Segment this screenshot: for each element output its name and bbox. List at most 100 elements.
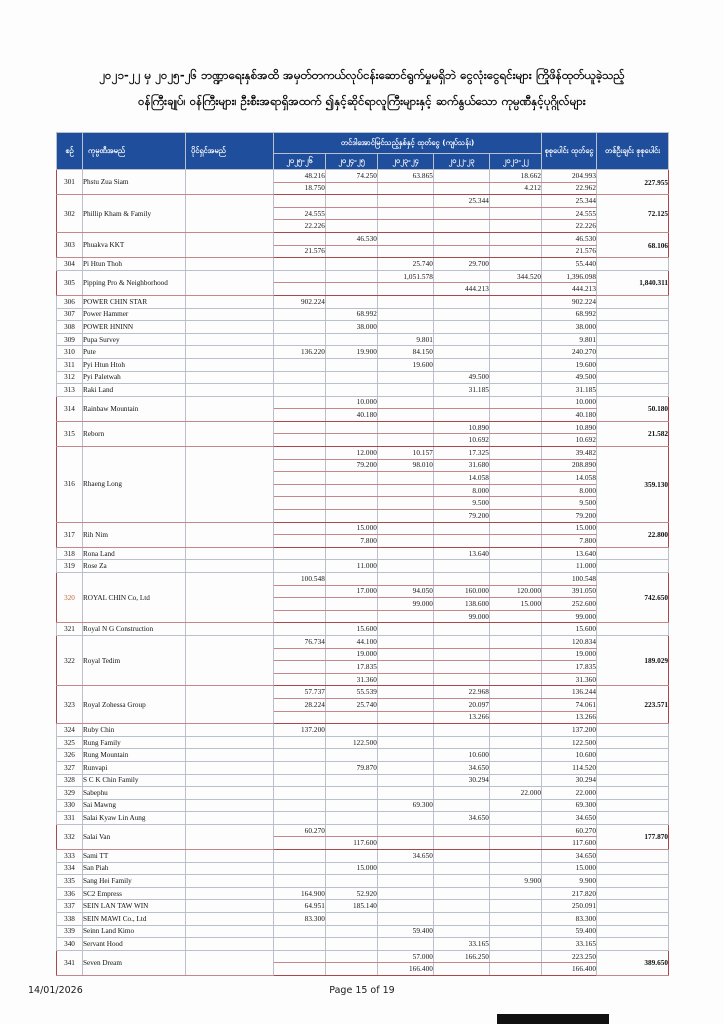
row-owner-name [185, 395, 274, 422]
cell-year-4 [488, 383, 543, 397]
row-serial-number: 329 [56, 786, 83, 800]
cell-line-total: 24.555 [541, 206, 598, 221]
cell-grand-total: 359.130 [596, 446, 670, 523]
cell-year-0 [273, 849, 326, 863]
cell-year-1 [325, 572, 378, 586]
cell-year-2 [377, 534, 434, 548]
table-row: 336 SC2 Empress 164.900 52.920 217.820 [56, 886, 670, 901]
cell-line-total: 122.500 [541, 735, 598, 750]
cell-year-2 [377, 395, 434, 410]
cell-year-4 [488, 496, 543, 511]
cell-year-1: 38.000 [325, 320, 378, 334]
cell-line-total: 19.000 [541, 647, 598, 662]
cell-year-4 [488, 811, 543, 825]
cell-year-3 [433, 735, 490, 750]
table-row: 334 San Piah 15.000 15.000 [56, 861, 670, 876]
cell-year-4 [488, 773, 543, 788]
title-line-2: ဝန်ကြီးချုပ်၊ ဝန်ကြီးများ၊ ဦးစီးအရာရှိအထ… [138, 94, 586, 108]
row-company-name: Pi Htun Thoh [82, 257, 186, 271]
cell-year-3: 17.325 [433, 446, 490, 460]
row-serial-number: 339 [56, 924, 83, 939]
cell-line-total: 8.000 [541, 483, 598, 498]
row-owner-name [185, 231, 274, 259]
row-serial-number: 327 [56, 760, 83, 775]
cell-line-total: 204.993 [541, 169, 598, 183]
cell-year-3 [433, 634, 490, 649]
cell-year-1: 68.992 [325, 307, 378, 322]
row-serial-number: 304 [56, 257, 83, 271]
row-serial-number: 322 [56, 634, 83, 687]
cell-year-2: 98.010 [377, 458, 434, 473]
col-header-year-2021-22: ၂၀၂၁-၂၂ [488, 153, 543, 170]
cell-grand-total: 189.029 [596, 634, 670, 687]
cell-year-2: 59.400 [377, 924, 434, 939]
row-serial-number: 319 [56, 559, 83, 573]
cell-grand-total: 72.125 [596, 194, 670, 233]
cell-year-1 [325, 609, 378, 624]
row-owner-name [185, 760, 274, 775]
cell-year-0: 22.226 [273, 219, 326, 233]
cell-line-total: 31.360 [541, 672, 598, 687]
cell-line-total: 13.266 [541, 710, 598, 725]
cell-line-total: 34.650 [541, 811, 598, 825]
cell-year-2 [377, 622, 434, 636]
cell-year-1: 46.530 [325, 231, 378, 246]
table-row: 333 Sami TT 34.650 34.650 [56, 849, 670, 863]
cell-line-total: 74.061 [541, 697, 598, 712]
cell-line-total: 69.300 [541, 798, 598, 813]
cell-year-2 [377, 433, 434, 448]
row-owner-name [185, 823, 274, 851]
footer-date: 14/01/2026 [28, 985, 83, 996]
row-company-name: Phstu Zua Siam [82, 168, 186, 196]
cell-line-total: 99.000 [541, 609, 598, 624]
cell-year-2: 9.801 [377, 332, 434, 347]
cell-grand-total [596, 786, 670, 800]
row-serial-number: 307 [56, 307, 83, 322]
cell-year-1 [325, 496, 378, 511]
cell-year-3: 13.640 [433, 546, 490, 561]
cell-year-1: 17.835 [325, 660, 378, 674]
cell-grand-total: 68.106 [596, 231, 670, 259]
cell-grand-total [596, 294, 670, 309]
cell-year-4: 4.212 [488, 181, 543, 196]
col-header-total-withdrawn: စုစုပေါင်း ထုတ်ငွေ [541, 132, 598, 170]
row-company-name: SC2 Empress [82, 886, 186, 901]
cell-line-total: 14.058 [541, 471, 598, 485]
row-owner-name [185, 685, 274, 725]
col-header-year-2025-26: ၂၀၂၅-၂၆ [273, 153, 326, 170]
table-row: 166.400 166.400 [57, 962, 669, 976]
row-company-name: SEIN LAN TAW WIN [82, 899, 186, 914]
cell-year-4 [488, 962, 543, 976]
cell-line-total: 117.600 [541, 836, 598, 851]
cell-year-0: 18.750 [273, 181, 326, 196]
row-owner-name [185, 383, 274, 397]
row-company-name: Servant Hood [82, 937, 186, 951]
cell-year-4 [488, 559, 543, 573]
table-row: 313 Raki Land 31.185 31.185 [56, 383, 670, 397]
cell-year-2: 25.740 [377, 257, 434, 271]
cell-year-2: 10.157 [377, 446, 434, 460]
cell-line-total: 15.000 [541, 861, 598, 876]
row-serial-number: 332 [56, 823, 83, 851]
cell-year-0 [273, 760, 326, 775]
row-owner-name [185, 622, 274, 636]
cell-year-3 [433, 181, 490, 196]
cell-year-1: 44.100 [325, 634, 378, 649]
row-company-name: Rung Mountain [82, 748, 186, 762]
cell-year-1 [325, 949, 378, 964]
cell-line-total: 9.500 [541, 496, 598, 511]
cell-year-2 [377, 471, 434, 485]
cell-year-4: 22.000 [488, 786, 543, 800]
cell-year-4 [488, 206, 543, 221]
table-row: 302 Phillip Kham & Family 25.344 25.344 72.1… [56, 194, 670, 233]
cell-grand-total [596, 383, 670, 397]
cell-grand-total [596, 899, 670, 914]
cell-year-2 [377, 320, 434, 334]
cell-year-1 [325, 194, 378, 208]
cell-year-3: 10.890 [433, 420, 490, 435]
cell-line-total: 22.000 [541, 786, 598, 800]
col-header-serial: စဉ် [56, 132, 83, 170]
cell-grand-total [596, 937, 670, 951]
row-serial-number: 303 [56, 231, 83, 259]
